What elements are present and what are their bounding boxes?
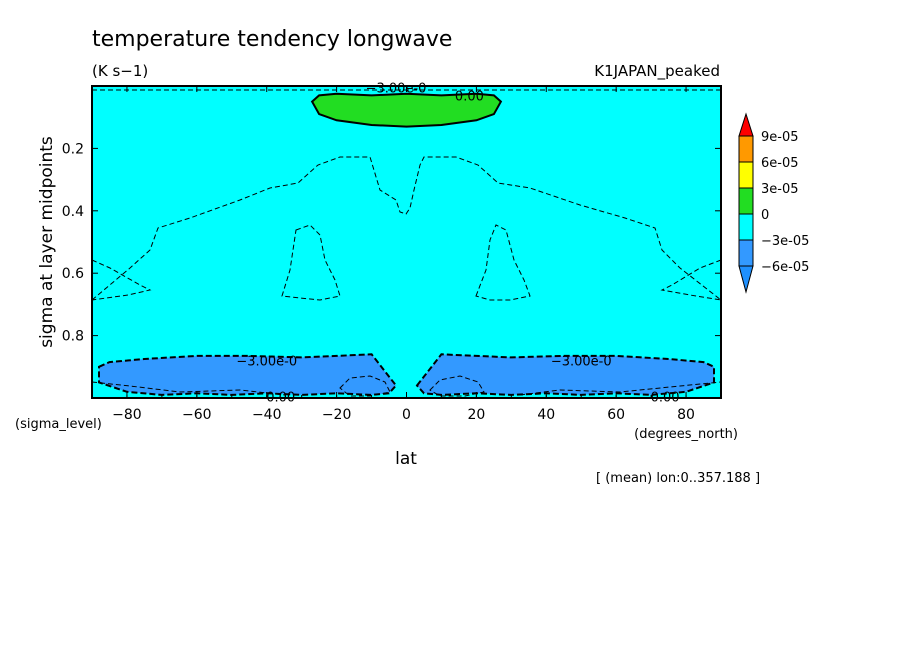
- contour-line-upper-left: [91, 156, 722, 301]
- colorbar: 9e-05 6e-05 3e-05 0 −3e-05 −6e-05: [738, 112, 809, 294]
- x-tick-label: −20: [322, 407, 352, 423]
- contour-oval-right: [429, 375, 485, 397]
- mean-note: [ (mean) lon:0..357.188 ]: [596, 471, 760, 486]
- contour-lobe-left: [281, 224, 341, 301]
- y-tick-label: 0.6: [62, 266, 84, 282]
- colorbar-box: [738, 161, 754, 189]
- x-tick-label: −80: [112, 407, 142, 423]
- y-coord-name: (sigma_level): [15, 417, 102, 432]
- y-axis-ticks: 0.2 0.4 0.6 0.8: [62, 141, 721, 345]
- contour-arc-right: [519, 381, 722, 396]
- contour-label: 0.00: [455, 89, 484, 104]
- x-tick-label: −40: [252, 407, 282, 423]
- colorbar-label: 3e-05: [761, 182, 799, 197]
- contour-lines: [91, 89, 722, 397]
- colorbar-label: 0: [761, 208, 769, 223]
- x-tick-label: −60: [182, 407, 212, 423]
- colorbar-box: [738, 135, 754, 163]
- contour-oval-left: [339, 375, 391, 397]
- x-tick-label: 20: [467, 407, 485, 423]
- region-positive-top: [310, 92, 503, 128]
- chart-units: (K s−1): [92, 62, 148, 80]
- colorbar-box: [738, 239, 754, 267]
- contour-side-right: [660, 259, 722, 301]
- y-axis-label: sigma at layer midpoints: [37, 136, 57, 348]
- region-negative-north: [415, 353, 715, 396]
- contour-label: −3.00e-0: [236, 355, 297, 370]
- colorbar-triangle-top: [738, 112, 754, 137]
- contour-label: −3.00e-0: [551, 355, 612, 370]
- y-tick-label: 0.8: [62, 329, 84, 345]
- colorbar-box: [738, 213, 754, 241]
- contour-lobe-right: [475, 224, 531, 301]
- colorbar-box: [738, 187, 754, 215]
- colorbar-triangle-bottom: [738, 265, 754, 294]
- x-coord-name: (degrees_north): [634, 427, 738, 442]
- x-tick-label: 60: [607, 407, 625, 423]
- y-tick-label: 0.4: [62, 204, 84, 220]
- contour-label: −3.00e-0: [366, 82, 427, 97]
- filled-regions: [98, 92, 715, 396]
- x-axis-label: lat: [395, 449, 417, 469]
- colorbar-label: −3e-05: [761, 234, 809, 249]
- x-axis-ticks: −80 −60 −40 −20 0 20 40 60 80: [91, 86, 722, 423]
- plot-area: [92, 86, 721, 398]
- contour-arc-left: [91, 381, 286, 396]
- colorbar-label: −6e-05: [761, 260, 809, 275]
- contour-side-left: [91, 259, 152, 301]
- region-negative-south: [98, 353, 398, 396]
- y-tick-label: 0.2: [62, 141, 84, 157]
- x-tick-label: 0: [402, 407, 411, 423]
- chart-title: temperature tendency longwave: [92, 27, 452, 52]
- colorbar-label: 9e-05: [761, 130, 799, 145]
- experiment-label: K1JAPAN_peaked: [594, 62, 720, 81]
- x-tick-label: 40: [537, 407, 555, 423]
- x-tick-label: 80: [677, 407, 695, 423]
- colorbar-label: 6e-05: [761, 156, 799, 171]
